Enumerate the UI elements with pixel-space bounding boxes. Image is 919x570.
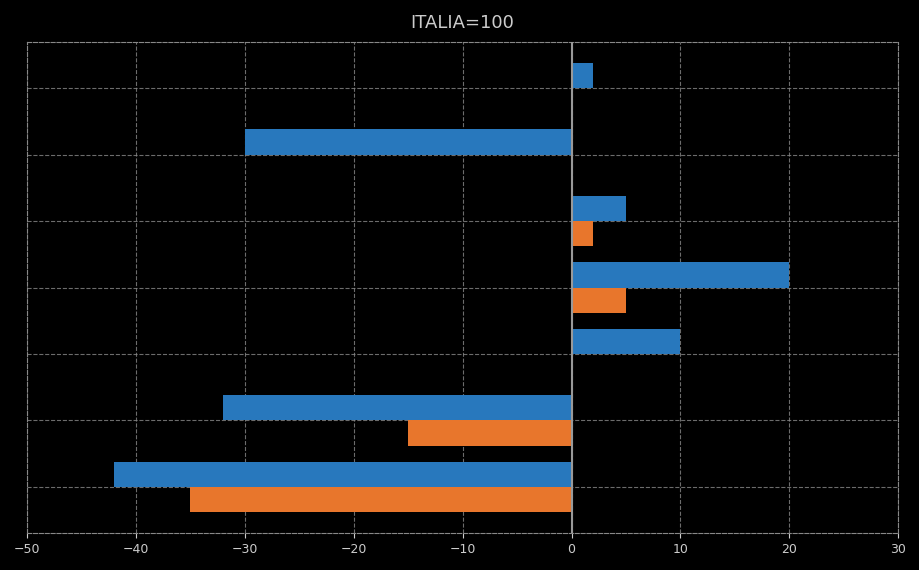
Bar xyxy=(571,221,593,246)
Bar xyxy=(190,487,571,512)
Bar xyxy=(571,329,680,354)
Bar xyxy=(571,262,789,288)
Bar xyxy=(244,129,571,154)
Bar xyxy=(223,395,571,421)
Bar xyxy=(571,63,593,88)
Bar xyxy=(571,196,625,221)
Bar xyxy=(408,421,571,446)
Bar xyxy=(114,462,571,487)
Bar xyxy=(571,288,625,313)
Title: ITALIA=100: ITALIA=100 xyxy=(410,14,514,32)
